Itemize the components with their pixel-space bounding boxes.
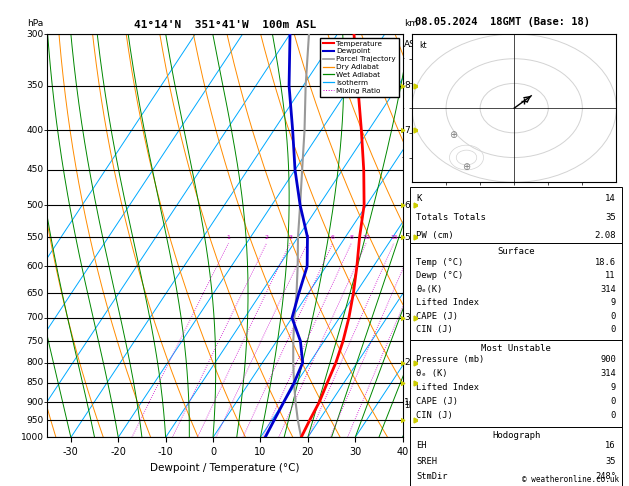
Text: 550: 550 bbox=[26, 233, 43, 242]
Text: 650: 650 bbox=[26, 289, 43, 297]
Text: 314: 314 bbox=[600, 285, 616, 294]
Text: Surface: Surface bbox=[498, 247, 535, 256]
Text: 0: 0 bbox=[611, 325, 616, 334]
Bar bbox=[409, 187, 623, 243]
Text: 2: 2 bbox=[404, 358, 410, 367]
Text: 6: 6 bbox=[331, 235, 335, 240]
Text: CAPE (J): CAPE (J) bbox=[416, 397, 459, 406]
Text: θₑ(K): θₑ(K) bbox=[416, 285, 443, 294]
Text: Lifted Index: Lifted Index bbox=[416, 383, 479, 392]
Text: 25: 25 bbox=[426, 235, 434, 240]
Text: 35: 35 bbox=[605, 213, 616, 222]
Text: Lifted Index: Lifted Index bbox=[416, 298, 479, 307]
Text: K: K bbox=[416, 194, 421, 203]
Text: 15: 15 bbox=[390, 235, 398, 240]
Text: Pressure (mb): Pressure (mb) bbox=[416, 355, 484, 364]
Text: 8: 8 bbox=[350, 235, 353, 240]
Text: CIN (J): CIN (J) bbox=[416, 411, 453, 420]
Text: 800: 800 bbox=[26, 358, 43, 367]
Text: 248°: 248° bbox=[595, 472, 616, 481]
Text: 314: 314 bbox=[600, 369, 616, 378]
Text: Temp (°C): Temp (°C) bbox=[416, 258, 464, 267]
Text: 500: 500 bbox=[26, 201, 43, 209]
Text: 850: 850 bbox=[26, 379, 43, 387]
Text: 11: 11 bbox=[606, 271, 616, 280]
Text: 0: 0 bbox=[611, 312, 616, 321]
Text: km: km bbox=[404, 19, 418, 28]
Text: kt: kt bbox=[419, 41, 426, 51]
Text: 7: 7 bbox=[404, 126, 410, 135]
Text: 35: 35 bbox=[606, 457, 616, 466]
Text: 4: 4 bbox=[306, 235, 309, 240]
Text: 0: 0 bbox=[611, 397, 616, 406]
Text: 9: 9 bbox=[611, 298, 616, 307]
Text: Totals Totals: Totals Totals bbox=[416, 213, 486, 222]
Text: 350: 350 bbox=[26, 81, 43, 90]
Text: 950: 950 bbox=[26, 416, 43, 425]
Text: Mixing Ratio (g/kg): Mixing Ratio (g/kg) bbox=[418, 257, 426, 336]
Text: 18.6: 18.6 bbox=[595, 258, 616, 267]
Text: 14: 14 bbox=[605, 194, 616, 203]
Text: 1000: 1000 bbox=[21, 433, 43, 442]
Text: ASL: ASL bbox=[404, 40, 421, 49]
Title: 41°14'N  351°41'W  100m ASL: 41°14'N 351°41'W 100m ASL bbox=[134, 20, 316, 31]
Text: 1LCL: 1LCL bbox=[404, 401, 423, 410]
Text: 1: 1 bbox=[226, 235, 230, 240]
Text: CIN (J): CIN (J) bbox=[416, 325, 453, 334]
Text: 1: 1 bbox=[404, 398, 410, 407]
Text: 20: 20 bbox=[410, 235, 418, 240]
Text: 8: 8 bbox=[404, 81, 410, 90]
Text: 0: 0 bbox=[611, 411, 616, 420]
Text: 3: 3 bbox=[288, 235, 292, 240]
Text: Dewp (°C): Dewp (°C) bbox=[416, 271, 464, 280]
Text: 300: 300 bbox=[26, 30, 43, 38]
Text: © weatheronline.co.uk: © weatheronline.co.uk bbox=[523, 474, 620, 484]
Text: SREH: SREH bbox=[416, 457, 437, 466]
Text: 08.05.2024  18GMT (Base: 18): 08.05.2024 18GMT (Base: 18) bbox=[415, 17, 590, 27]
Text: ⊕: ⊕ bbox=[449, 130, 457, 140]
Text: EH: EH bbox=[416, 441, 426, 451]
Text: 900: 900 bbox=[600, 355, 616, 364]
Legend: Temperature, Dewpoint, Parcel Trajectory, Dry Adiabat, Wet Adiabat, Isotherm, Mi: Temperature, Dewpoint, Parcel Trajectory… bbox=[320, 37, 399, 97]
Text: Hodograph: Hodograph bbox=[492, 431, 540, 440]
Text: 750: 750 bbox=[26, 336, 43, 346]
Text: 2: 2 bbox=[265, 235, 269, 240]
Text: CAPE (J): CAPE (J) bbox=[416, 312, 459, 321]
Text: 600: 600 bbox=[26, 262, 43, 271]
Text: PW (cm): PW (cm) bbox=[416, 231, 454, 241]
Text: 400: 400 bbox=[26, 126, 43, 135]
Bar bbox=[409, 243, 623, 340]
Text: ⊕: ⊕ bbox=[462, 162, 470, 172]
Text: 9: 9 bbox=[611, 383, 616, 392]
Text: hPa: hPa bbox=[28, 19, 43, 28]
Bar bbox=[409, 340, 623, 427]
Text: 5: 5 bbox=[404, 233, 410, 242]
Text: 16: 16 bbox=[606, 441, 616, 451]
X-axis label: Dewpoint / Temperature (°C): Dewpoint / Temperature (°C) bbox=[150, 463, 299, 473]
Text: StmDir: StmDir bbox=[416, 472, 448, 481]
Text: Most Unstable: Most Unstable bbox=[481, 344, 551, 353]
Text: 900: 900 bbox=[26, 398, 43, 407]
Text: 6: 6 bbox=[404, 201, 410, 209]
Text: 3: 3 bbox=[404, 313, 410, 322]
Text: 700: 700 bbox=[26, 313, 43, 322]
Text: θₑ (K): θₑ (K) bbox=[416, 369, 448, 378]
Text: 450: 450 bbox=[26, 165, 43, 174]
Text: 10: 10 bbox=[362, 235, 370, 240]
Text: 2.08: 2.08 bbox=[594, 231, 616, 241]
Bar bbox=[409, 427, 623, 486]
